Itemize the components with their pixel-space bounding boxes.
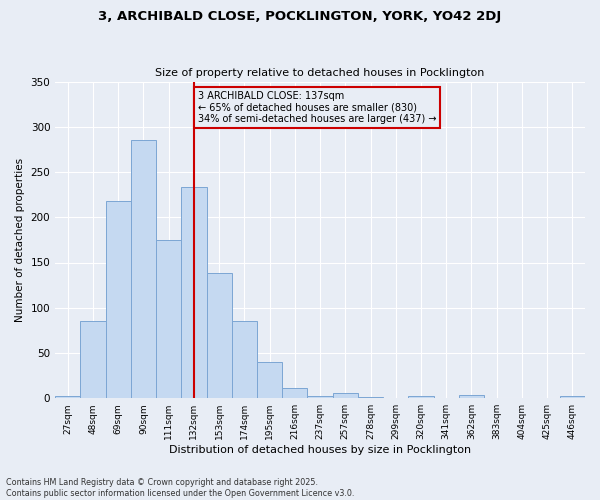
Bar [55, 396, 80, 398]
Bar [459, 396, 484, 398]
Title: Size of property relative to detached houses in Pocklington: Size of property relative to detached ho… [155, 68, 485, 78]
Bar [206, 274, 232, 398]
Y-axis label: Number of detached properties: Number of detached properties [15, 158, 25, 322]
Bar [332, 393, 358, 398]
Bar [106, 201, 131, 398]
Bar [156, 240, 181, 398]
Bar [80, 322, 106, 398]
Bar [307, 396, 332, 398]
Bar [232, 322, 257, 398]
Bar [409, 396, 434, 398]
Bar [282, 388, 307, 398]
Bar [181, 188, 206, 398]
Bar [131, 140, 156, 398]
Bar [560, 396, 585, 398]
X-axis label: Distribution of detached houses by size in Pocklington: Distribution of detached houses by size … [169, 445, 471, 455]
Text: 3, ARCHIBALD CLOSE, POCKLINGTON, YORK, YO42 2DJ: 3, ARCHIBALD CLOSE, POCKLINGTON, YORK, Y… [98, 10, 502, 23]
Text: Contains HM Land Registry data © Crown copyright and database right 2025.
Contai: Contains HM Land Registry data © Crown c… [6, 478, 355, 498]
Bar [257, 362, 282, 398]
Text: 3 ARCHIBALD CLOSE: 137sqm
← 65% of detached houses are smaller (830)
34% of semi: 3 ARCHIBALD CLOSE: 137sqm ← 65% of detac… [198, 90, 436, 124]
